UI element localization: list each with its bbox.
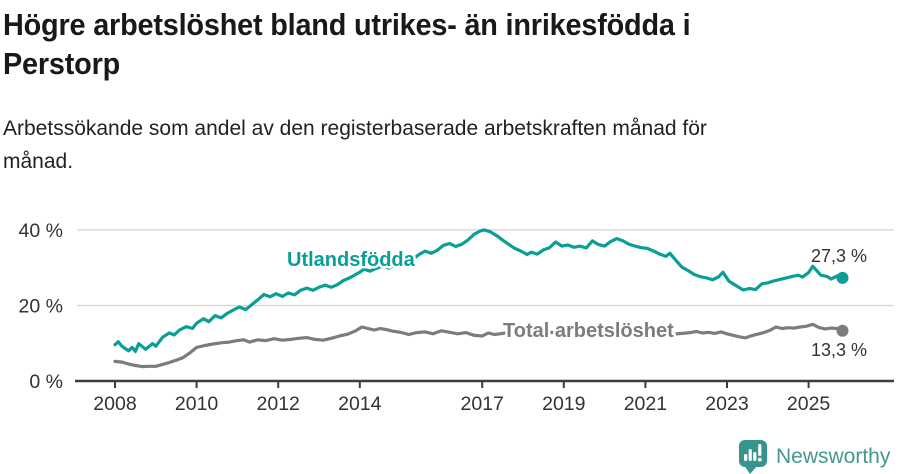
logo-bar-2 <box>748 449 752 461</box>
chart-subtitle: Arbetssökande som andel av den registerb… <box>3 112 707 178</box>
series-end-dot-utlandsfodda <box>836 271 849 284</box>
logo-exclamation-dot <box>757 457 762 462</box>
logo-bar-3 <box>753 452 757 461</box>
newsworthy-logo-icon <box>739 440 767 474</box>
y-axis-tick-label: 0 % <box>29 371 63 393</box>
x-axis-tick-label: 2019 <box>542 393 585 415</box>
logo-bar-1 <box>744 454 748 461</box>
series-line-utlandsfodda <box>113 228 845 354</box>
end-value-label-utlandsfodda: 27,3 % <box>811 246 867 266</box>
logo-exclamation-bar <box>758 444 762 456</box>
chart-subtitle-line-1: Arbetssökande som andel av den registerb… <box>3 117 707 140</box>
series-end-dot-total <box>836 324 849 337</box>
x-axis-tick-label: 2014 <box>338 393 382 415</box>
y-axis-tick-label: 40 % <box>19 220 63 242</box>
chart-title-line-1: Högre arbetslöshet bland utrikes- än inr… <box>3 7 691 42</box>
series-label-utlandsfodda: Utlandsfödda <box>287 249 416 271</box>
chart-title-line-2: Perstorp <box>3 46 121 81</box>
logo-pin-tail <box>744 465 758 474</box>
newsworthy-wordmark: Newsworthy <box>776 445 891 468</box>
y-axis-tick-label: 20 % <box>19 295 63 317</box>
x-axis-tick-label: 2008 <box>93 393 136 415</box>
chart-title: Högre arbetslöshet bland utrikes- än inr… <box>3 5 691 83</box>
x-axis-tick-label: 2017 <box>461 393 504 415</box>
series-lines <box>113 228 849 369</box>
newsworthy-logo: Newsworthy <box>739 440 891 474</box>
x-axis-tick-label: 2021 <box>624 393 667 415</box>
x-axis-tick-label: 2012 <box>257 393 300 415</box>
logo-pin-shape <box>739 440 767 467</box>
x-axis-tick-label: 2010 <box>175 393 219 415</box>
chart-subtitle-line-2: månad. <box>3 150 74 173</box>
end-value-label-total: 13,3 % <box>811 340 867 360</box>
x-axis-ticks: 2008 2010 2012 2014 2017 2019 2021 2023 2025 <box>93 381 830 415</box>
x-axis-tick-label: 2023 <box>705 393 748 415</box>
series-line-total <box>113 322 845 369</box>
x-axis-tick-label: 2025 <box>787 393 831 415</box>
series-label-total: Total arbetslöshet <box>503 320 674 342</box>
